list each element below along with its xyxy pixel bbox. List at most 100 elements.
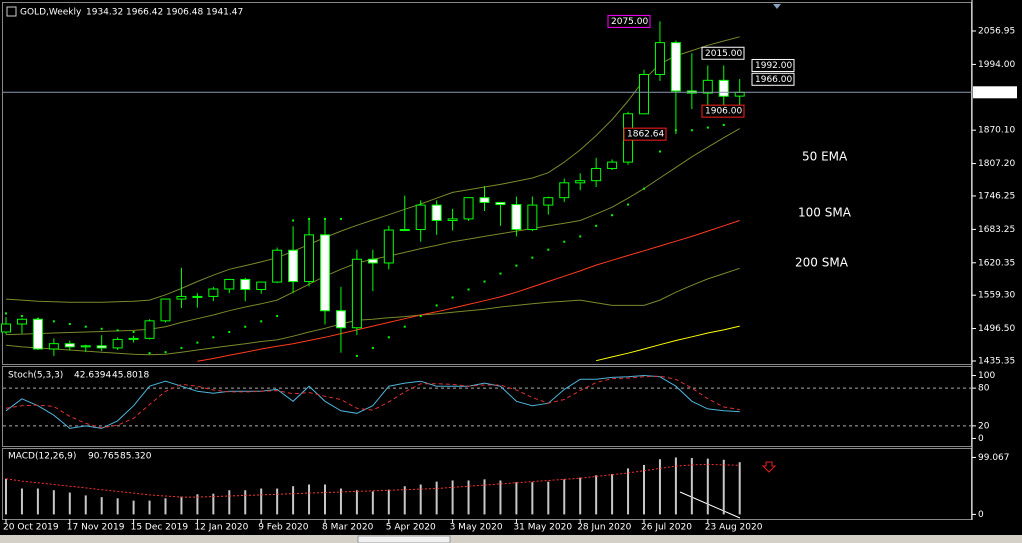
- y-tick-label: 0: [978, 434, 984, 444]
- histogram-bar: [308, 484, 311, 515]
- histogram-bar: [20, 488, 23, 515]
- indicator-name: 100 SMA: [798, 206, 852, 220]
- current-price-label: 1941.47: [976, 88, 1013, 98]
- sar-dot: [722, 123, 725, 126]
- sar-dot: [84, 325, 87, 328]
- histogram-bar: [547, 481, 550, 515]
- candle-body: [1, 323, 11, 333]
- candle-body: [495, 201, 506, 206]
- histogram-bar: [563, 479, 566, 515]
- sar-dot: [355, 354, 358, 357]
- open-value: 1934.32: [86, 8, 123, 18]
- candle-body: [335, 310, 346, 329]
- y-tick-label: 1620.35: [978, 258, 1015, 268]
- candle-body: [192, 295, 203, 298]
- trend-line: [679, 491, 741, 519]
- histogram-bar: [611, 474, 614, 515]
- histogram-bar: [339, 488, 342, 515]
- x-tick-label: 23 Aug 2020: [705, 523, 763, 533]
- indicator-line: [595, 325, 740, 362]
- sar-dot: [228, 330, 231, 333]
- y-tick-label: 1435.35: [978, 357, 1015, 367]
- histogram-bar: [531, 482, 534, 515]
- price-label: 1906.00: [705, 107, 742, 117]
- histogram-bar: [36, 488, 39, 515]
- y-tick-label: 1870.10: [978, 126, 1015, 136]
- candle-body: [240, 278, 251, 291]
- y-tick-label: 1559.30: [978, 291, 1015, 301]
- candle-body: [734, 91, 745, 97]
- macd-main-value: 90.765: [88, 452, 120, 462]
- macd-title: MACD(12,26,9): [8, 452, 76, 462]
- candle-body: [399, 229, 410, 232]
- sar-dot: [260, 320, 263, 323]
- histogram-bar: [148, 500, 151, 515]
- low-value: 1906.48: [166, 8, 203, 18]
- histogram-bar: [244, 490, 247, 515]
- candle-body: [670, 42, 681, 92]
- price-label: 1992.00: [755, 61, 792, 71]
- price-label-box: [751, 72, 795, 86]
- sar-dot: [451, 296, 454, 299]
- candle-body: [463, 197, 474, 220]
- histogram-bar: [164, 498, 167, 515]
- sar-dot: [579, 235, 582, 238]
- histogram-bar: [324, 484, 326, 515]
- histogram-bar: [658, 459, 661, 515]
- candle-body: [639, 73, 649, 115]
- candle-body: [702, 79, 713, 94]
- shift-marker: [773, 4, 781, 9]
- sar-dot: [643, 187, 645, 190]
- candle-body: [208, 288, 219, 297]
- candle-body: [320, 234, 330, 312]
- tab[interactable]: [357, 535, 451, 543]
- candle-body: [607, 161, 618, 169]
- x-tick-label: 28 Jun 2020: [577, 523, 631, 533]
- sar-dot: [116, 329, 119, 332]
- price-label-box: [751, 58, 795, 72]
- indicator-name: 200 SMA: [795, 256, 849, 270]
- histogram-bar: [467, 480, 470, 515]
- sar-dot: [435, 304, 438, 307]
- price-label-box: [607, 14, 651, 28]
- histogram-bar: [706, 458, 709, 515]
- y-tick-label: 20: [978, 421, 990, 431]
- sar-dot: [5, 312, 7, 315]
- indicator-line: [197, 220, 740, 362]
- histogram-bar: [419, 484, 422, 515]
- candle-body: [543, 197, 554, 206]
- stoch-title: Stoch(5,3,3): [8, 371, 63, 381]
- sar-dot: [515, 264, 518, 267]
- histogram-bar: [100, 497, 103, 515]
- candle-body: [654, 42, 665, 75]
- sar-dot: [658, 150, 661, 153]
- y-tick-label: 2056.95: [978, 26, 1015, 36]
- macd-signal-value: 85.320: [120, 452, 152, 462]
- sar-dot: [690, 129, 693, 132]
- histogram-bar: [674, 457, 677, 515]
- sar-dot: [292, 219, 295, 222]
- sar-dot: [547, 248, 550, 251]
- y-tick-label: 100: [978, 371, 995, 381]
- candle-body: [367, 258, 378, 264]
- sar-dot: [132, 330, 135, 333]
- sar-dot: [20, 315, 23, 318]
- sar-dot: [483, 280, 486, 283]
- candle-body: [383, 229, 394, 264]
- candle-body: [48, 343, 59, 350]
- candle-body: [351, 258, 362, 329]
- down-arrow: [761, 461, 777, 473]
- y-tick-label: 80: [978, 384, 990, 394]
- histogram-bar: [499, 480, 502, 515]
- y-tick-label: 99.067: [978, 453, 1010, 463]
- sar-dot: [403, 325, 406, 328]
- x-tick-label: 12 Jan 2020: [194, 523, 248, 533]
- current-price-box: [973, 86, 1017, 99]
- histogram-bar: [627, 468, 630, 515]
- x-tick-label: 17 Nov 2019: [67, 523, 125, 533]
- histogram-bar: [451, 480, 454, 515]
- sar-dot: [627, 203, 630, 206]
- y-tick-label: 1807.20: [978, 159, 1015, 169]
